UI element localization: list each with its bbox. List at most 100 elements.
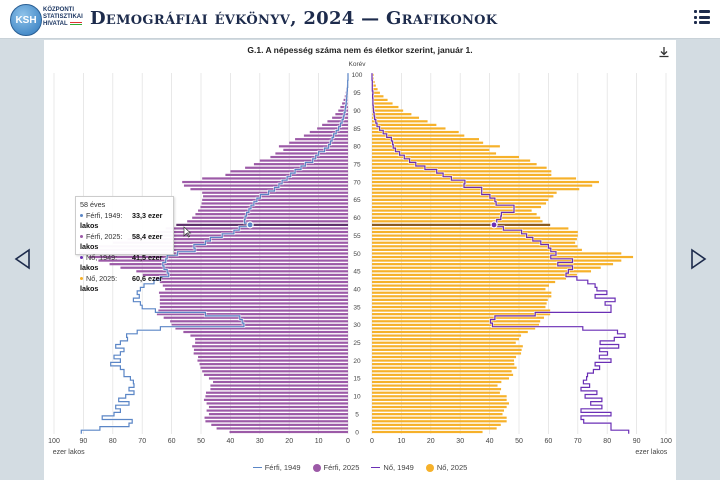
legend-label: Férfi, 1949 (264, 463, 301, 472)
y-tick-label: 100 (352, 72, 363, 79)
bar-female-2025 (372, 148, 490, 151)
bar-female-2025 (372, 116, 420, 119)
bar-male-2025 (163, 316, 348, 319)
bar-male-2025 (216, 427, 348, 430)
legend-label: Nő, 2025 (436, 463, 468, 472)
bar-female-2025 (372, 120, 428, 123)
x-tick-label-right: 20 (427, 438, 435, 445)
bar-male-2025 (225, 173, 348, 176)
bar-male-2025 (206, 409, 348, 412)
bar-female-2025 (372, 198, 549, 201)
bar-male-2025 (332, 116, 348, 119)
bar-female-2025 (372, 159, 531, 162)
bar-female-2025 (372, 305, 546, 309)
bar-male-2025 (259, 159, 348, 162)
bar-male-2025 (190, 188, 348, 191)
bar-female-2025 (372, 98, 388, 101)
bar-male-2025 (208, 413, 348, 416)
bar-female-2025 (372, 252, 622, 255)
bar-male-2025 (183, 184, 348, 187)
bar-male-2025 (211, 423, 348, 426)
marker-female-1949 (490, 221, 498, 229)
bar-male-2025 (303, 134, 348, 137)
bar-female-2025 (372, 398, 507, 401)
chart-legend: Férfi, 1949 Férfi, 2025 Nő, 1949 Nő, 202… (0, 463, 720, 472)
bar-female-2025 (372, 395, 507, 398)
bar-female-2025 (372, 184, 593, 187)
legend-item-male-1949[interactable]: Férfi, 1949 (252, 463, 301, 472)
y-tick-label: 70 (353, 179, 361, 186)
bar-male-2025 (229, 430, 348, 434)
bar-male-2025 (205, 395, 348, 398)
line-female-1949 (371, 73, 630, 434)
bar-female-2025 (372, 405, 507, 409)
download-icon (659, 47, 669, 58)
bar-female-2025 (372, 245, 578, 248)
bar-female-2025 (372, 88, 378, 91)
bar-female-2025 (372, 302, 547, 305)
bar-female-2025 (372, 266, 601, 269)
bar-male-2025 (195, 341, 348, 344)
hamburger-menu-icon[interactable] (694, 9, 710, 25)
bar-male-2025 (78, 252, 349, 255)
bar-female-2025 (372, 409, 505, 412)
bar-female-2025 (372, 323, 539, 326)
bar-male-2025 (197, 359, 348, 362)
bar-male-2025 (156, 313, 348, 316)
bar-female-2025 (372, 402, 510, 405)
bar-male-2025 (270, 155, 348, 159)
next-chart-button[interactable] (688, 248, 708, 270)
line-swatch-icon (252, 466, 262, 469)
legend-label: Férfi, 2025 (323, 463, 360, 472)
bar-female-2025 (372, 202, 547, 205)
x-tick-label-right: 80 (603, 438, 611, 445)
logo-abbr: KSH (15, 14, 37, 26)
ksh-logo[interactable]: KSH (10, 4, 42, 36)
previous-chart-button[interactable] (13, 248, 33, 270)
bar-female-2025 (372, 170, 552, 173)
bar-female-2025 (372, 277, 567, 280)
bar-female-2025 (372, 138, 480, 141)
bar-male-2025 (245, 166, 348, 169)
bar-female-2025 (372, 234, 578, 237)
bar-male-2025 (142, 234, 348, 237)
bar-male-2025 (210, 388, 348, 391)
bar-male-2025 (176, 223, 348, 226)
tooltip: 58 éves Férfi, 1949: 33,3 ezer lakos Férf… (75, 196, 174, 293)
x-tick-label-left: 10 (315, 438, 323, 445)
bar-male-2025 (206, 402, 348, 405)
bar-female-2025 (372, 155, 519, 159)
bar-male-2025 (295, 138, 348, 141)
y-tick-label: 10 (353, 394, 361, 401)
logo-wordmark: KÖZPONTI STATISZTIKAI HIVATAL (43, 7, 83, 28)
bar-female-2025 (372, 391, 500, 394)
bar-male-2025 (253, 163, 348, 166)
bar-male-2025 (170, 320, 348, 323)
legend-item-female-1949[interactable]: Nő, 1949 (371, 463, 414, 472)
bar-female-2025 (372, 320, 541, 323)
legend-item-female-2025[interactable]: Nő, 2025 (425, 463, 468, 472)
x-tick-label-left: 20 (285, 438, 293, 445)
bar-male-2025 (159, 295, 348, 298)
bar-female-2025 (372, 373, 514, 376)
y-tick-label: 0 (355, 429, 359, 436)
bar-male-2025 (309, 130, 348, 134)
bar-male-2025 (202, 177, 348, 180)
bar-female-2025 (372, 188, 580, 191)
bar-female-2025 (372, 384, 498, 387)
bar-female-2025 (372, 388, 502, 391)
download-button[interactable] (658, 46, 670, 58)
bar-female-2025 (372, 105, 399, 109)
y-tick-label: 85 (353, 126, 361, 133)
bar-male-2025 (289, 141, 348, 144)
bar-female-2025 (372, 248, 582, 251)
bar-male-2025 (98, 245, 348, 248)
x-tick-label-left: 50 (197, 438, 205, 445)
bar-female-2025 (372, 334, 522, 337)
bar-male-2025 (201, 202, 348, 205)
bar-female-2025 (372, 123, 437, 126)
legend-item-male-2025[interactable]: Férfi, 2025 (312, 463, 360, 472)
y-tick-label: 75 (353, 161, 361, 168)
bar-male-2025 (205, 420, 348, 423)
tooltip-heading: 58 éves (80, 200, 106, 209)
